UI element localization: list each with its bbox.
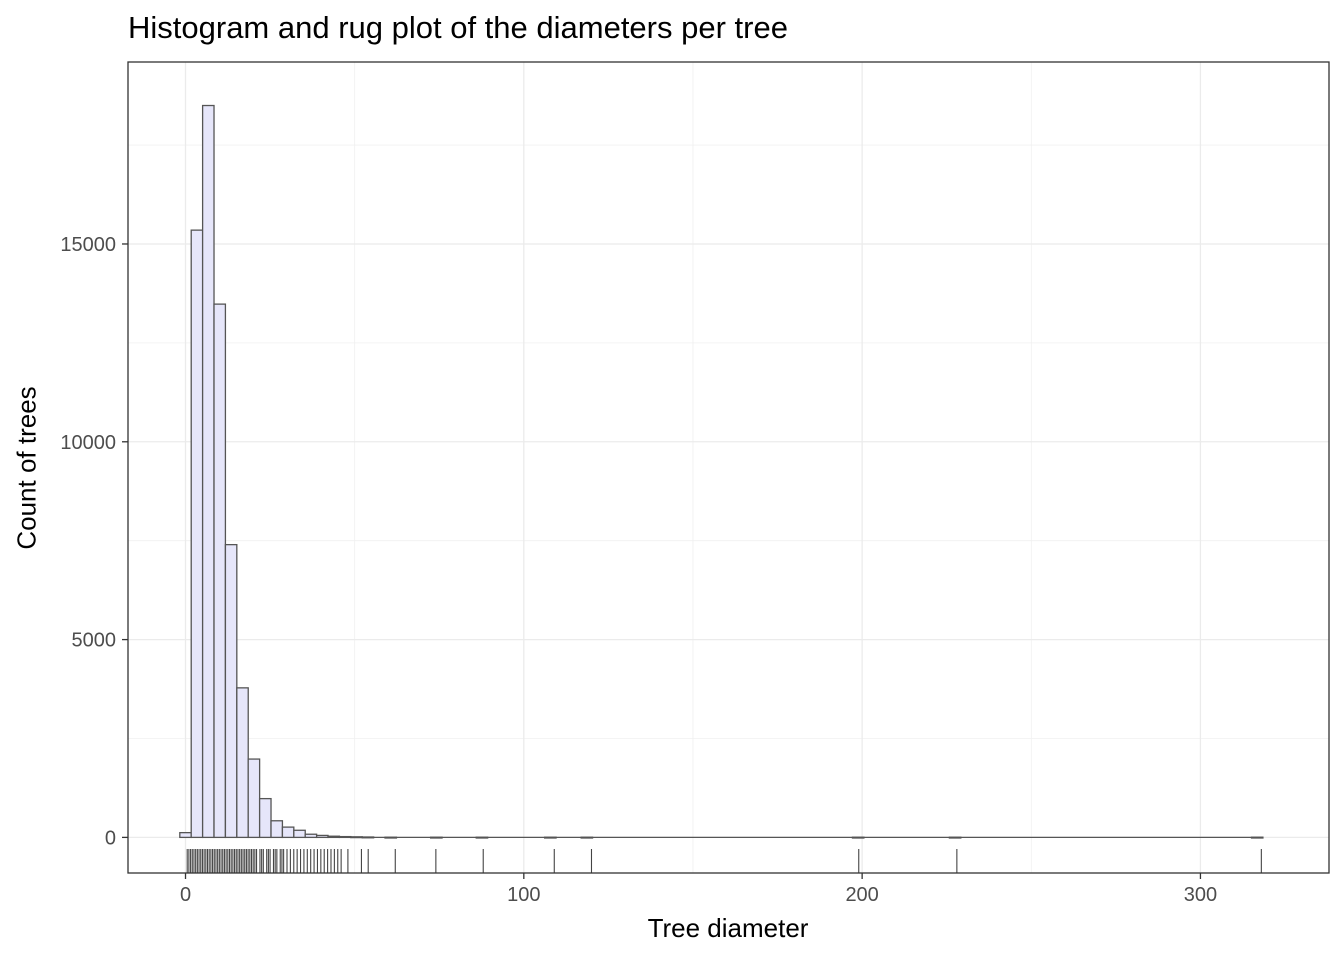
grid-lines bbox=[128, 62, 1329, 873]
histogram-bar bbox=[429, 836, 443, 839]
y-tick-label: 10000 bbox=[60, 432, 116, 454]
histogram-bar bbox=[270, 820, 284, 839]
histogram-bar bbox=[224, 543, 238, 839]
histogram-bar bbox=[361, 836, 375, 839]
histogram-bar bbox=[327, 835, 341, 839]
histogram-bar bbox=[543, 836, 557, 839]
y-tick-label: 0 bbox=[105, 827, 116, 849]
axis-ticks: 0 100 200 300 0 5000 10000 15000 bbox=[60, 234, 1217, 906]
x-tick-label: 300 bbox=[1184, 884, 1217, 906]
histogram-bar bbox=[258, 797, 272, 839]
histogram-bar bbox=[948, 836, 962, 839]
histogram-bar bbox=[247, 758, 261, 839]
x-tick-label: 100 bbox=[507, 884, 540, 906]
histogram-bar bbox=[281, 826, 295, 839]
histogram-bar bbox=[213, 303, 227, 839]
histogram-bar bbox=[179, 831, 192, 839]
histogram-bar bbox=[350, 836, 363, 839]
x-tick-label: 0 bbox=[180, 884, 191, 906]
histogram-bar bbox=[580, 836, 594, 839]
y-tick-label: 5000 bbox=[72, 630, 117, 652]
y-tick-label: 15000 bbox=[60, 234, 116, 256]
rug-marks bbox=[186, 849, 1262, 873]
plot-border bbox=[127, 61, 1330, 874]
chart-title: Histogram and rug plot of the diameters … bbox=[128, 10, 788, 45]
histogram-bar bbox=[475, 836, 489, 839]
histogram-bar bbox=[190, 229, 204, 839]
x-axis-title: Tree diameter bbox=[647, 913, 809, 943]
x-tick-label: 200 bbox=[845, 884, 878, 906]
plot-panel bbox=[128, 62, 1329, 873]
histogram-bar bbox=[315, 834, 329, 839]
histogram-bar bbox=[1250, 836, 1264, 839]
histogram-bar bbox=[384, 836, 398, 839]
histogram-bar bbox=[293, 829, 306, 839]
histogram-bar bbox=[851, 836, 865, 839]
y-axis-title: Count of trees bbox=[11, 386, 42, 550]
histogram-bar bbox=[201, 104, 215, 839]
histogram-bar bbox=[304, 833, 318, 839]
histogram-bar bbox=[338, 835, 352, 839]
histogram-bars bbox=[179, 104, 1264, 839]
histogram-bar bbox=[236, 687, 249, 839]
